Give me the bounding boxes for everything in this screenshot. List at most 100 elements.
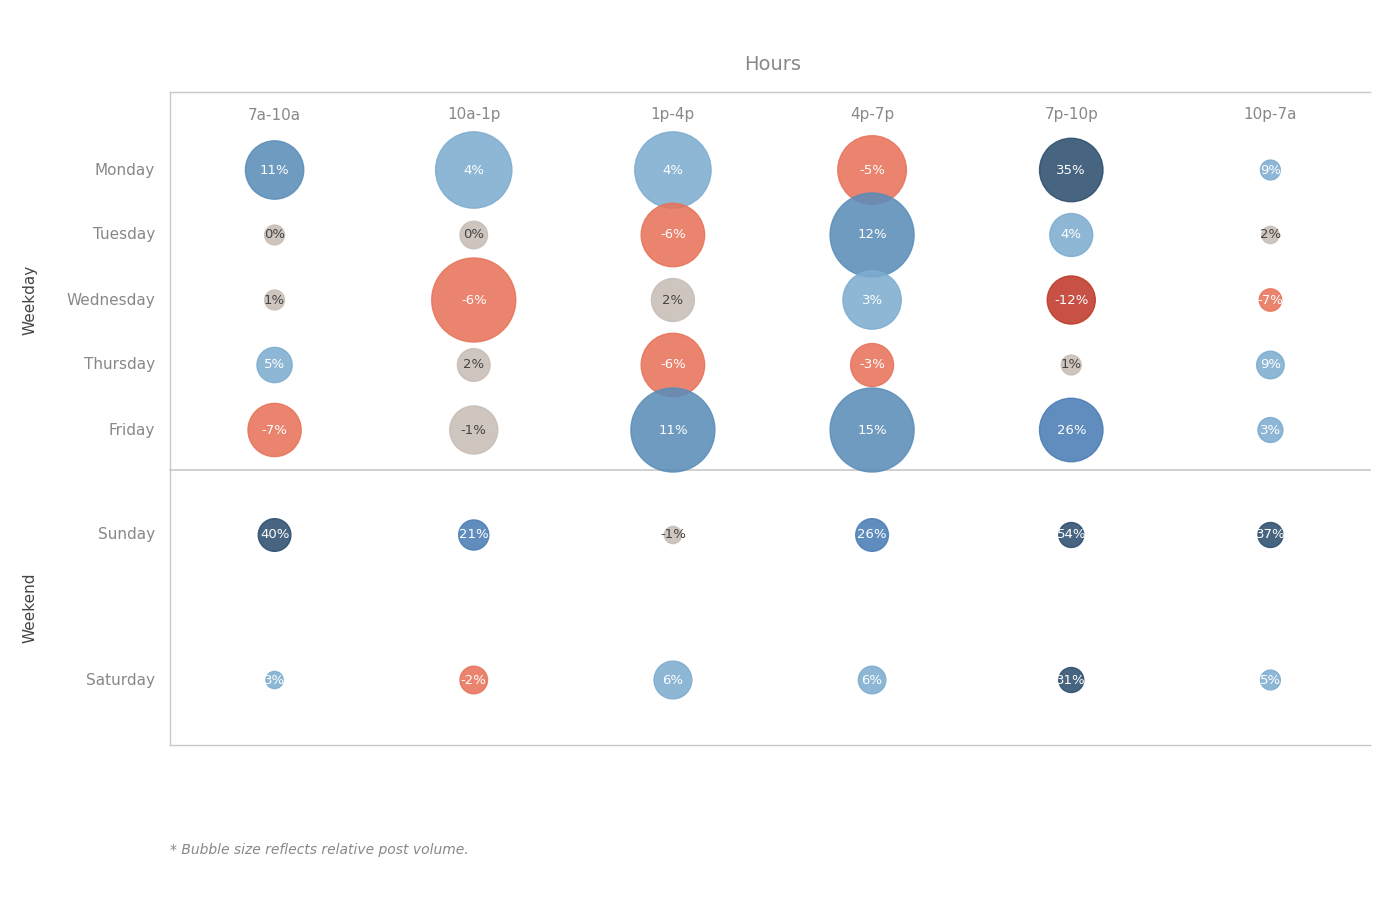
Text: -2%: -2%	[461, 673, 487, 687]
Text: -6%: -6%	[659, 229, 686, 241]
Text: -6%: -6%	[461, 293, 487, 307]
Text: 11%: 11%	[260, 164, 290, 176]
Circle shape	[459, 520, 489, 550]
Circle shape	[1040, 399, 1103, 462]
Text: 12%: 12%	[857, 229, 886, 241]
Text: 6%: 6%	[861, 673, 882, 687]
Circle shape	[258, 347, 293, 382]
Text: -12%: -12%	[1054, 293, 1088, 307]
Text: Weekend: Weekend	[22, 572, 38, 643]
Circle shape	[1257, 351, 1284, 379]
Circle shape	[1047, 276, 1095, 324]
Text: 26%: 26%	[1057, 424, 1086, 436]
Text: Saturday: Saturday	[85, 672, 155, 688]
Circle shape	[641, 333, 704, 397]
Text: -6%: -6%	[659, 358, 686, 372]
Text: 2%: 2%	[1260, 229, 1281, 241]
Text: 5%: 5%	[265, 358, 286, 372]
Circle shape	[265, 290, 284, 310]
Circle shape	[1261, 227, 1280, 244]
Text: -3%: -3%	[860, 358, 885, 372]
Circle shape	[245, 140, 304, 199]
Text: 5%: 5%	[1260, 673, 1281, 687]
Text: * Bubble size reflects relative post volume.: * Bubble size reflects relative post vol…	[169, 843, 469, 857]
Circle shape	[431, 258, 515, 342]
Text: -7%: -7%	[1257, 293, 1284, 307]
Text: 7p-10p: 7p-10p	[1044, 107, 1098, 122]
Text: 15%: 15%	[857, 424, 886, 436]
Text: -1%: -1%	[659, 528, 686, 542]
Text: 40%: 40%	[260, 528, 290, 542]
Text: Tuesday: Tuesday	[92, 228, 155, 242]
Circle shape	[851, 344, 893, 386]
Circle shape	[1058, 523, 1084, 547]
Text: 3%: 3%	[861, 293, 882, 307]
Text: 37%: 37%	[1256, 528, 1285, 542]
Circle shape	[266, 671, 283, 688]
Text: 4p-7p: 4p-7p	[850, 107, 895, 122]
Text: 6%: 6%	[662, 673, 683, 687]
Text: Hours: Hours	[743, 56, 801, 75]
Circle shape	[1260, 160, 1281, 180]
Circle shape	[855, 518, 889, 552]
Text: 4%: 4%	[662, 164, 683, 176]
Circle shape	[1259, 289, 1281, 311]
Circle shape	[634, 131, 711, 208]
Circle shape	[830, 388, 914, 472]
Text: 1%: 1%	[265, 293, 286, 307]
Text: 1%: 1%	[1061, 358, 1082, 372]
Circle shape	[843, 271, 902, 329]
Circle shape	[1061, 356, 1081, 375]
Circle shape	[651, 278, 694, 321]
Text: 1p-4p: 1p-4p	[651, 107, 694, 122]
Text: 9%: 9%	[1260, 358, 1281, 372]
Circle shape	[258, 518, 291, 552]
Text: 9%: 9%	[1260, 164, 1281, 176]
Text: Weekday: Weekday	[22, 265, 38, 335]
Circle shape	[1058, 668, 1084, 692]
Text: Sunday: Sunday	[98, 527, 155, 543]
Circle shape	[461, 221, 487, 248]
Text: 11%: 11%	[658, 424, 687, 436]
Text: Wednesday: Wednesday	[66, 292, 155, 308]
Text: 7a-10a: 7a-10a	[248, 107, 301, 122]
Circle shape	[265, 225, 284, 245]
Circle shape	[654, 662, 692, 699]
Circle shape	[1040, 139, 1103, 202]
Text: 2%: 2%	[463, 358, 484, 372]
Circle shape	[1259, 418, 1282, 443]
Circle shape	[631, 388, 715, 472]
Text: 4%: 4%	[1061, 229, 1082, 241]
Text: 35%: 35%	[1057, 164, 1086, 176]
Text: -5%: -5%	[860, 164, 885, 176]
Circle shape	[458, 348, 490, 382]
Text: 10p-7a: 10p-7a	[1243, 107, 1298, 122]
Circle shape	[1260, 670, 1281, 690]
Text: 54%: 54%	[1057, 528, 1086, 542]
Circle shape	[435, 131, 512, 208]
Text: 31%: 31%	[1057, 673, 1086, 687]
Circle shape	[461, 666, 487, 694]
Circle shape	[830, 193, 914, 277]
Circle shape	[1259, 523, 1282, 547]
Text: 4%: 4%	[463, 164, 484, 176]
Circle shape	[858, 666, 886, 694]
Text: 3%: 3%	[265, 673, 286, 687]
Text: 0%: 0%	[463, 229, 484, 241]
Circle shape	[1050, 213, 1093, 256]
Text: 10a-1p: 10a-1p	[447, 107, 501, 122]
Circle shape	[248, 403, 301, 456]
Text: 26%: 26%	[857, 528, 886, 542]
Circle shape	[664, 526, 682, 544]
Text: -1%: -1%	[461, 424, 487, 436]
Text: Thursday: Thursday	[84, 357, 155, 373]
Circle shape	[449, 406, 498, 454]
Text: Friday: Friday	[109, 422, 155, 437]
Text: 21%: 21%	[459, 528, 489, 542]
Text: 3%: 3%	[1260, 424, 1281, 436]
Circle shape	[837, 136, 906, 204]
Text: -7%: -7%	[262, 424, 287, 436]
Circle shape	[641, 203, 704, 266]
Text: 2%: 2%	[662, 293, 683, 307]
Text: Monday: Monday	[95, 163, 155, 177]
